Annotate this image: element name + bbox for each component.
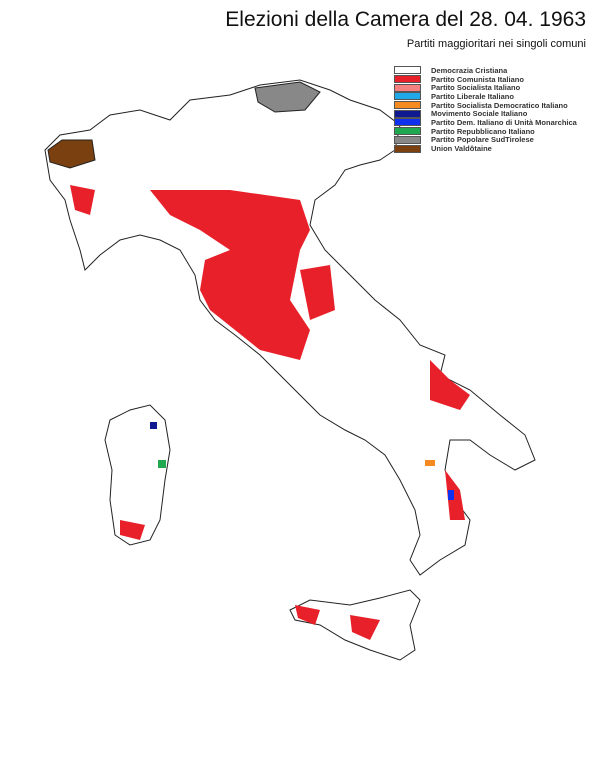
msi-area [150,422,157,429]
legend-item: Partito Liberale Italiano [394,92,577,101]
legend-item: Partito Popolare SudTirolese [394,135,577,144]
legend-item: Union Valdôtaine [394,144,577,153]
legend-swatch [394,109,421,118]
legend-item: Democrazia Cristiana [394,66,577,75]
map-title: Elezioni della Camera del 28. 04. 1963 [225,8,586,31]
legend-swatch [394,144,421,153]
pdium-area [448,490,454,500]
legend-item: Partito Socialista Italiano [394,83,577,92]
uv-area [47,139,96,169]
legend-item: Partito Repubblicano Italiano [394,127,577,136]
map-subtitle: Partiti maggioritari nei singoli comuni [406,38,586,50]
psdi-area [425,460,435,466]
legend-item: Partito Socialista Democratico Italiano [394,101,577,110]
pci-majority-areas [70,185,470,640]
legend-swatch [394,135,421,144]
legend-swatch [394,127,421,136]
legend: Democrazia Cristiana Partito Comunista I… [394,66,577,153]
legend-item: Movimento Sociale Italiano [394,109,577,118]
legend-swatch [394,118,421,127]
legend-item: Partito Dem. Italiano di Unità Monarchic… [394,118,577,127]
legend-swatch [394,83,421,92]
legend-swatch [394,75,421,84]
pri-area [158,460,166,468]
legend-item: Partito Comunista Italiano [394,75,577,84]
legend-swatch [394,101,421,110]
legend-swatch [394,66,421,75]
sardinia [104,404,171,546]
svp-area [254,81,321,113]
legend-swatch [394,92,421,101]
